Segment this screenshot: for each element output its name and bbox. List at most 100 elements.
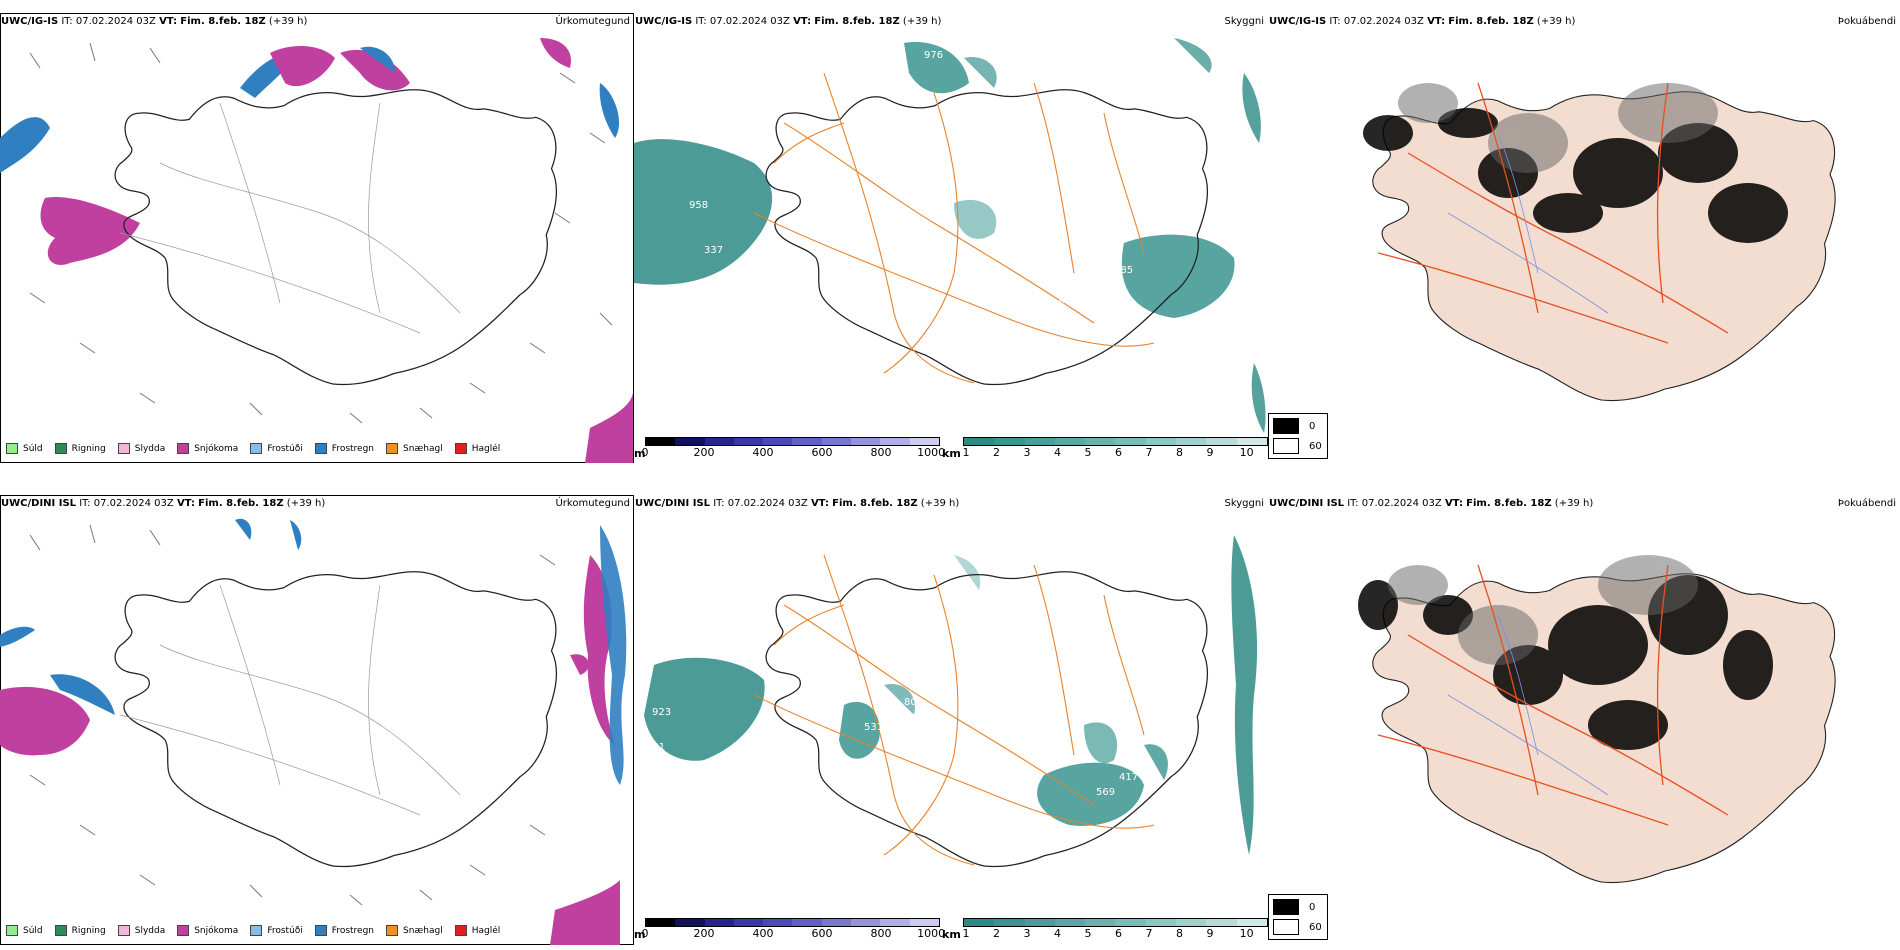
vis-colorbar-top: 1 2 3 4 5 6 7 8 9 10 — [962, 437, 1268, 459]
visibility-label: 569 — [1096, 787, 1115, 798]
visibility-label: 881 — [646, 742, 665, 753]
fog-panel-bottom: UWC/DINI ISL IT: 07.02.2024 03Z VT: Fim.… — [1268, 495, 1900, 945]
tick: 2 — [993, 446, 1001, 459]
tick: 4 — [1054, 446, 1062, 459]
panel-type-label: Skyggni — [1224, 498, 1264, 509]
tick: 3 — [1023, 446, 1031, 459]
tick: 9 — [1206, 927, 1214, 940]
tick: 7 — [1145, 446, 1153, 459]
legend-item: Frostregn — [314, 925, 374, 936]
legend-item: Frostúði — [250, 925, 303, 936]
tick: 200 — [693, 446, 715, 459]
tick: 5 — [1084, 446, 1092, 459]
visibility-map-bottom: 923 881 531 802 828 417 569 — [644, 535, 1258, 868]
precip-legend: Súld Rigning Slydda Snjókoma Frostúði Fr… — [6, 925, 512, 936]
visibility-label: 958 — [689, 200, 708, 211]
tick: 8 — [1176, 446, 1184, 459]
visibility-label: 976 — [924, 50, 943, 61]
tick: 4 — [1054, 927, 1062, 940]
legend-item: Snæhagl — [386, 443, 443, 454]
legend-item: Snjókoma — [177, 925, 238, 936]
fog-panel-top: UWC/IG-IS IT: 07.02.2024 03Z VT: Fim. 8.… — [1268, 13, 1900, 463]
tick: 1000 — [917, 446, 946, 459]
tick: 6 — [1115, 927, 1123, 940]
legend-item: Slydda — [117, 443, 165, 454]
tick: 1 — [962, 927, 970, 940]
precip-legend: Súld Rigning Slydda Snjókoma Frostúði Fr… — [6, 443, 512, 454]
visibility-map-top: 958 337 464 991 985 976 — [634, 38, 1266, 433]
legend-item: Frostúði — [250, 443, 303, 454]
panel-title: UWC/IG-IS IT: 07.02.2024 03Z VT: Fim. 8.… — [1, 16, 308, 27]
legend-item: Rigning — [54, 443, 106, 454]
precip-map-top — [0, 13, 634, 463]
panel-title: UWC/DINI ISL IT: 07.02.2024 03Z VT: Fim.… — [1, 498, 326, 509]
tick: 7 — [1145, 927, 1153, 940]
visibility-label: 464 — [1059, 295, 1078, 306]
tick: 9 — [1206, 446, 1214, 459]
legend-item: Súld — [6, 443, 43, 454]
legend-item: Rigning — [54, 925, 106, 936]
legend-item: Haglél — [454, 925, 500, 936]
precip-panel-top: UWC/IG-IS IT: 07.02.2024 03Z VT: Fim. 8.… — [0, 13, 634, 463]
tick: 0 — [641, 446, 649, 459]
legend-item: Haglél — [454, 443, 500, 454]
tick: 800 — [870, 446, 892, 459]
tick: 8 — [1176, 927, 1184, 940]
visibility-label: 337 — [704, 245, 723, 256]
panel-type-label: Þokuábendi — [1837, 498, 1896, 509]
tick: 200 — [693, 927, 715, 940]
panel-title: UWC/IG-IS IT: 07.02.2024 03Z VT: Fim. 8.… — [635, 16, 942, 27]
visibility-label: 531 — [864, 722, 883, 733]
tick: 10 — [1239, 927, 1254, 940]
panel-title: UWC/DINI ISL IT: 07.02.2024 03Z VT: Fim.… — [635, 498, 960, 509]
legend-item: Snjókoma — [177, 443, 238, 454]
fog-legend-item: 60 — [1273, 438, 1323, 454]
tick: 1 — [962, 446, 970, 459]
panel-title: UWC/DINI ISL IT: 07.02.2024 03Z VT: Fim.… — [1269, 498, 1594, 509]
legend-item: Snæhagl — [386, 925, 443, 936]
tick: 800 — [870, 927, 892, 940]
visibility-panel-top: 958 337 464 991 985 976 UWC/IG-IS IT: 07… — [634, 13, 1268, 463]
panel-type-label: Úrkomutegund — [555, 16, 630, 27]
height-colorbar-top: 0 200 400 600 800 1000 — [641, 437, 945, 459]
visibility-label: 985 — [1114, 265, 1133, 276]
tick: 2 — [993, 927, 1001, 940]
tick: 400 — [752, 927, 774, 940]
vis-unit: km — [942, 928, 961, 941]
visibility-label: 417 — [1119, 772, 1138, 783]
visibility-panel-bottom: 923 881 531 802 828 417 569 UWC/DINI ISL… — [634, 495, 1268, 945]
fog-map-bottom — [1358, 555, 1836, 884]
panel-type-label: Skyggni — [1224, 16, 1264, 27]
tick: 5 — [1084, 927, 1092, 940]
panel-type-label: Þokuábendi — [1837, 16, 1896, 27]
panel-title: UWC/IG-IS IT: 07.02.2024 03Z VT: Fim. 8.… — [1269, 16, 1576, 27]
visibility-label: 802 — [904, 697, 923, 708]
tick: 0 — [641, 927, 649, 940]
visibility-label: 828 — [902, 712, 921, 723]
vis-colorbar-bottom: 1 2 3 4 5 6 7 8 9 10 — [962, 918, 1268, 940]
fog-legend-item: 60 — [1273, 919, 1323, 935]
height-unit: m — [634, 447, 646, 460]
visibility-label: 923 — [652, 707, 671, 718]
fog-legend-bottom: 0 60 — [1268, 894, 1328, 940]
fog-legend-top: 0 60 — [1268, 413, 1328, 459]
tick: 3 — [1023, 927, 1031, 940]
tick: 600 — [811, 446, 833, 459]
legend-item: Súld — [6, 925, 43, 936]
legend-item: Frostregn — [314, 443, 374, 454]
tick: 600 — [811, 927, 833, 940]
panel-type-label: Úrkomutegund — [555, 498, 630, 509]
vis-unit: km — [942, 447, 961, 460]
visibility-label: 991 — [1089, 285, 1108, 296]
precip-map-bottom — [0, 495, 634, 945]
fog-legend-item: 0 — [1273, 418, 1323, 434]
precip-panel-bottom: UWC/DINI ISL IT: 07.02.2024 03Z VT: Fim.… — [0, 495, 634, 945]
tick: 400 — [752, 446, 774, 459]
fog-legend-item: 0 — [1273, 899, 1323, 915]
fog-map-top — [1363, 82, 1836, 402]
tick: 1000 — [917, 927, 946, 940]
tick: 10 — [1239, 446, 1254, 459]
height-unit: m — [634, 928, 646, 941]
tick: 6 — [1115, 446, 1123, 459]
height-colorbar-bottom: 0 200 400 600 800 1000 — [641, 918, 945, 940]
